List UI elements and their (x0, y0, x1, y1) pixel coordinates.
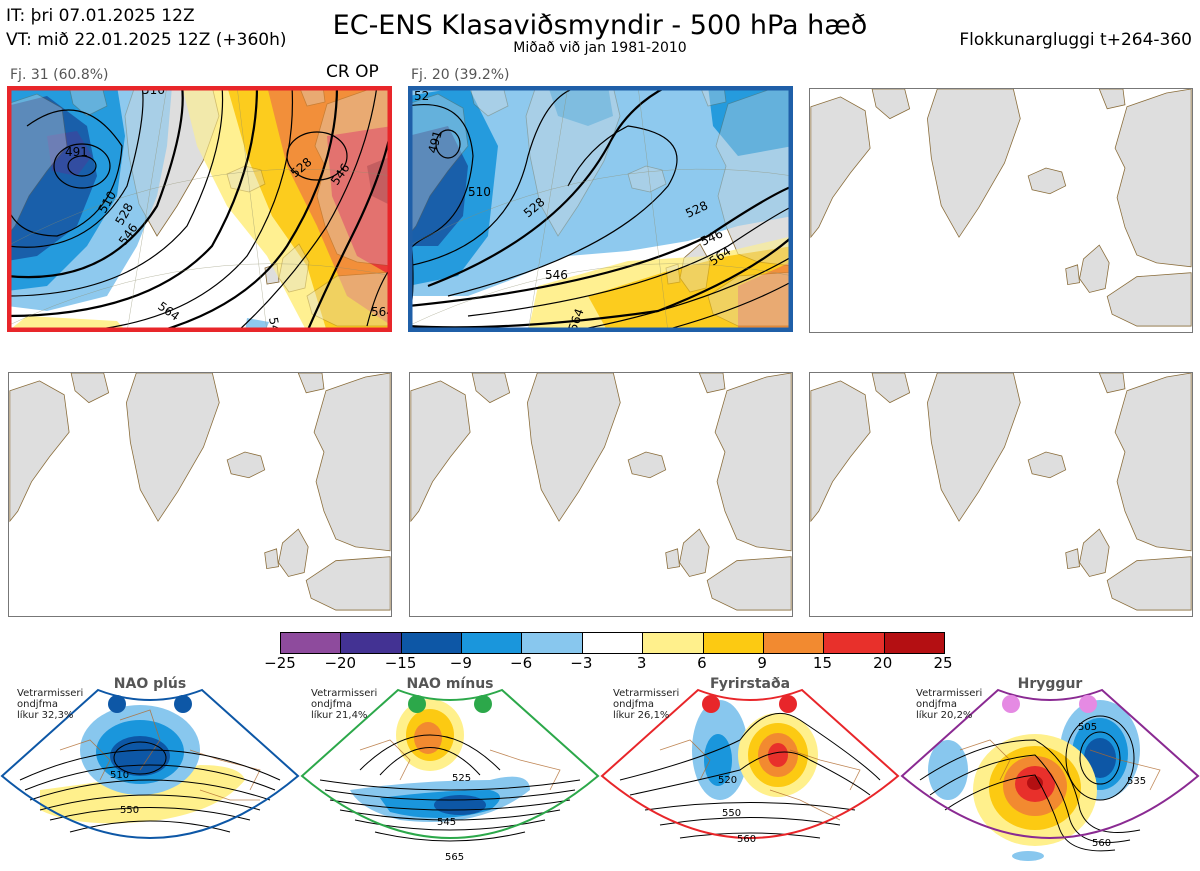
contour-label: 491 (65, 145, 88, 159)
colorbar-tick-label: 3 (636, 654, 647, 672)
empty-map-5 (409, 372, 793, 617)
colorbar-tick-label: 6 (697, 654, 707, 672)
classification-window: Flokkunargluggi t+264-360 (959, 30, 1192, 50)
colorbar-tick-label: −20 (324, 654, 357, 672)
empty-map-6 (809, 372, 1193, 617)
regime-probability: líkur 32,3% (17, 710, 74, 721)
cluster-1-map: 516 491 510 528 546 564 528 546 564 54 (7, 86, 392, 332)
init-time: IT: þri 07.01.2025 12Z (6, 6, 195, 26)
colorbar-segment (401, 633, 463, 653)
contour-label: 546 (545, 268, 568, 282)
cluster-2-label: Fj. 20 (39.2%) (411, 67, 510, 83)
colorbar-tick-label: −6 (510, 654, 533, 672)
regime-name: Hryggur (1017, 676, 1083, 692)
cluster-1-label: Fj. 31 (60.8%) (10, 67, 109, 83)
colorbar-tick-label: 9 (757, 654, 767, 672)
colorbar-segment (522, 633, 583, 653)
regime-contour-label: 545 (437, 817, 456, 828)
contour-label: 510 (468, 185, 491, 199)
regime-contour-label: 550 (722, 808, 741, 819)
page-subtitle: Miðað við jan 1981-2010 (513, 40, 687, 56)
regime-name: NAO plús (113, 676, 187, 692)
regime-season: Vetrarmisseri (17, 688, 84, 699)
colorbar-segment (643, 633, 704, 653)
cluster-1-border (7, 86, 392, 332)
colorbar-tick-label: 25 (933, 654, 953, 672)
regime-probability: líkur 26,1% (613, 710, 670, 721)
colorbar-segment (884, 633, 944, 653)
colorbar-segment (462, 633, 523, 653)
regime-contour-label: 560 (1092, 838, 1111, 849)
colorbar-tick-label: −3 (570, 654, 593, 672)
colorbar-segment (281, 633, 342, 653)
colorbar-tick-label: −15 (384, 654, 417, 672)
colorbar (280, 632, 945, 654)
contour-label: 52 (414, 89, 429, 103)
contour-label: 516 (142, 86, 165, 97)
contour-label: 491 (425, 129, 444, 155)
regime-contour-label: 525 (452, 773, 471, 784)
cluster-2-map: 52 491 510 528 528 546 546 564 564 (408, 86, 793, 332)
colorbar-tick-label: −25 (264, 654, 296, 672)
cluster-2-border (408, 86, 793, 332)
regime-ridge: 505 535 560 Hryggur Vetrarmisseri ondjfm… (900, 676, 1200, 871)
regime-anomaly: ondjfma (613, 699, 654, 710)
regimes-row: 510 550 NAO plús Vetrarmisseri ondjfma l… (0, 676, 1200, 871)
colorbar-segment (582, 633, 644, 653)
contour-label: 564 (566, 307, 587, 332)
colorbar-ticks: −25 −20 −15 −9 −6 −3 3 6 9 15 20 25 (264, 654, 952, 674)
regime-probability: líkur 20,2% (916, 710, 973, 721)
regime-name: Fyrirstaða (709, 676, 791, 692)
regime-name: NAO mínus (406, 676, 494, 692)
regime-contour-label: 505 (1078, 722, 1097, 733)
regime-anomaly: ondjfma (916, 699, 957, 710)
regime-anomaly: ondjfma (17, 699, 58, 710)
colorbar-segment (824, 633, 885, 653)
empty-map-3 (809, 88, 1193, 333)
cluster-1-tag: CR OP (326, 62, 379, 82)
regime-contour-label: 535 (1127, 776, 1146, 787)
regime-contour-label: 520 (718, 775, 737, 786)
colorbar-tick-label: 20 (873, 654, 893, 672)
colorbar-tick-label: −9 (449, 654, 472, 672)
regime-season: Vetrarmisseri (916, 688, 983, 699)
regime-contour-label: 560 (737, 834, 756, 845)
colorbar-tick-label: 15 (812, 654, 832, 672)
colorbar-segment (703, 633, 764, 653)
regime-nao-minus: 525 545 565 NAO mínus Vetrarmisseri ondj… (300, 676, 600, 871)
regime-probability: líkur 21,4% (311, 710, 368, 721)
regime-contour-label: 550 (120, 805, 139, 816)
regime-season: Vetrarmisseri (311, 688, 378, 699)
regime-contour-label: 565 (445, 852, 464, 863)
regime-nao-plus: 510 550 NAO plús Vetrarmisseri ondjfma l… (0, 676, 300, 871)
regime-blocking: 520 550 560 Fyrirstaða Vetrarmisseri ond… (600, 676, 900, 871)
regime-anomaly: ondjfma (311, 699, 352, 710)
regime-season: Vetrarmisseri (613, 688, 680, 699)
valid-time: VT: mið 22.01.2025 12Z (+360h) (6, 30, 287, 50)
empty-map-4 (8, 372, 392, 617)
colorbar-segment (763, 633, 825, 653)
colorbar-segment (341, 633, 402, 653)
contour-label: 564 (371, 305, 392, 319)
regime-contour-label: 510 (110, 770, 129, 781)
page-title: EC-ENS Klasaviðsmyndir - 500 hPa hæð (332, 10, 868, 41)
